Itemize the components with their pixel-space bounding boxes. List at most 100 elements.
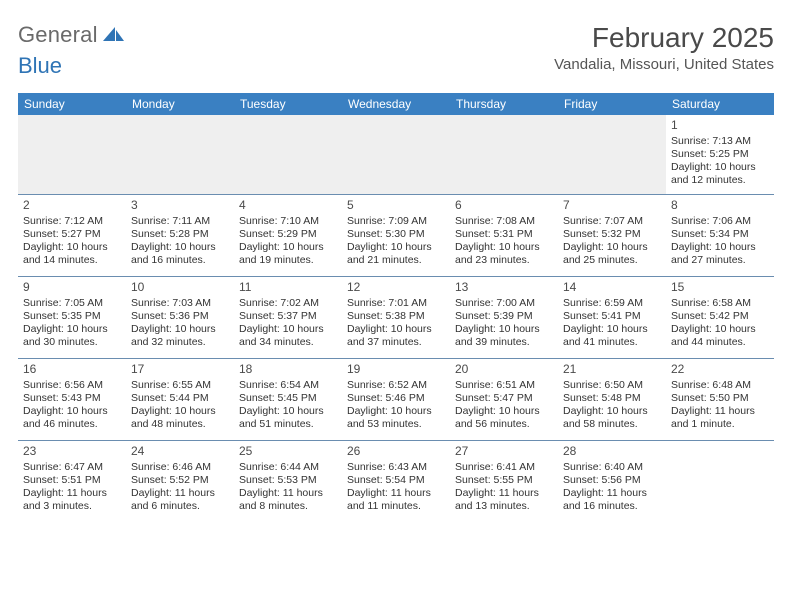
daylight-line: Daylight: 10 hours and 32 minutes. bbox=[131, 323, 229, 349]
daylight-line: Daylight: 10 hours and 37 minutes. bbox=[347, 323, 445, 349]
sunset-line: Sunset: 5:31 PM bbox=[455, 228, 553, 241]
calendar-row: 9Sunrise: 7:05 AMSunset: 5:35 PMDaylight… bbox=[18, 276, 774, 358]
sunrise-line: Sunrise: 7:01 AM bbox=[347, 297, 445, 310]
calendar-cell: 11 Sunrise: 7:02 AMSunset: 5:37 PMDayligh… bbox=[234, 276, 342, 358]
sunrise-line: Sunrise: 6:55 AM bbox=[131, 379, 229, 392]
day-number: 7 bbox=[563, 198, 661, 213]
day-number: 23 bbox=[23, 444, 121, 459]
day-number: 3 bbox=[131, 198, 229, 213]
calendar-cell: 21Sunrise: 6:50 AMSunset: 5:48 PMDayligh… bbox=[558, 358, 666, 440]
day-number: 6 bbox=[455, 198, 553, 213]
sunset-line: Sunset: 5:41 PM bbox=[563, 310, 661, 323]
sunset-line: Sunset: 5:29 PM bbox=[239, 228, 337, 241]
day-number: 26 bbox=[347, 444, 445, 459]
calendar-row: 2Sunrise: 7:12 AMSunset: 5:27 PMDaylight… bbox=[18, 194, 774, 276]
daylight-line: Daylight: 10 hours and 41 minutes. bbox=[563, 323, 661, 349]
sunrise-line: Sunrise: 6:50 AM bbox=[563, 379, 661, 392]
calendar-cell: 20Sunrise: 6:51 AMSunset: 5:47 PMDayligh… bbox=[450, 358, 558, 440]
day-number: 11 bbox=[239, 280, 337, 295]
day-header: Sunday bbox=[18, 93, 126, 115]
daylight-line: Daylight: 10 hours and 44 minutes. bbox=[671, 323, 769, 349]
calendar-cell: 27Sunrise: 6:41 AMSunset: 5:55 PMDayligh… bbox=[450, 440, 558, 522]
calendar-cell: 26Sunrise: 6:43 AMSunset: 5:54 PMDayligh… bbox=[342, 440, 450, 522]
day-number: 18 bbox=[239, 362, 337, 377]
daylight-line: Daylight: 10 hours and 21 minutes. bbox=[347, 241, 445, 267]
sunrise-line: Sunrise: 6:44 AM bbox=[239, 461, 337, 474]
calendar-cell: 24Sunrise: 6:46 AMSunset: 5:52 PMDayligh… bbox=[126, 440, 234, 522]
calendar-cell: 18Sunrise: 6:54 AMSunset: 5:45 PMDayligh… bbox=[234, 358, 342, 440]
daylight-line: Daylight: 10 hours and 34 minutes. bbox=[239, 323, 337, 349]
sunrise-line: Sunrise: 6:56 AM bbox=[23, 379, 121, 392]
sunrise-line: Sunrise: 7:02 AM bbox=[239, 297, 337, 310]
month-title: February 2025 bbox=[554, 22, 774, 54]
sunset-line: Sunset: 5:43 PM bbox=[23, 392, 121, 405]
sunrise-line: Sunrise: 7:05 AM bbox=[23, 297, 121, 310]
calendar-cell: 13Sunrise: 7:00 AMSunset: 5:39 PMDayligh… bbox=[450, 276, 558, 358]
sunrise-line: Sunrise: 7:10 AM bbox=[239, 215, 337, 228]
sunrise-line: Sunrise: 7:07 AM bbox=[563, 215, 661, 228]
day-number: 16 bbox=[23, 362, 121, 377]
calendar-row: 23Sunrise: 6:47 AMSunset: 5:51 PMDayligh… bbox=[18, 440, 774, 522]
day-header: Monday bbox=[126, 93, 234, 115]
daylight-line: Daylight: 10 hours and 19 minutes. bbox=[239, 241, 337, 267]
calendar-cell: 9Sunrise: 7:05 AMSunset: 5:35 PMDaylight… bbox=[18, 276, 126, 358]
calendar-cell: 2Sunrise: 7:12 AMSunset: 5:27 PMDaylight… bbox=[18, 194, 126, 276]
daylight-line: Daylight: 11 hours and 6 minutes. bbox=[131, 487, 229, 513]
daylight-line: Daylight: 10 hours and 39 minutes. bbox=[455, 323, 553, 349]
day-number: 20 bbox=[455, 362, 553, 377]
daylight-line: Daylight: 10 hours and 23 minutes. bbox=[455, 241, 553, 267]
calendar-cell: 12Sunrise: 7:01 AMSunset: 5:38 PMDayligh… bbox=[342, 276, 450, 358]
daylight-line: Daylight: 10 hours and 30 minutes. bbox=[23, 323, 121, 349]
sunrise-line: Sunrise: 6:46 AM bbox=[131, 461, 229, 474]
daylight-line: Daylight: 11 hours and 3 minutes. bbox=[23, 487, 121, 513]
calendar-cell: 22Sunrise: 6:48 AMSunset: 5:50 PMDayligh… bbox=[666, 358, 774, 440]
day-number: 19 bbox=[347, 362, 445, 377]
day-number: 8 bbox=[671, 198, 769, 213]
brand-word-2: Blue bbox=[18, 53, 62, 78]
calendar-cell: 14Sunrise: 6:59 AMSunset: 5:41 PMDayligh… bbox=[558, 276, 666, 358]
daylight-line: Daylight: 10 hours and 51 minutes. bbox=[239, 405, 337, 431]
sunrise-line: Sunrise: 7:09 AM bbox=[347, 215, 445, 228]
sunset-line: Sunset: 5:37 PM bbox=[239, 310, 337, 323]
sunrise-line: Sunrise: 6:48 AM bbox=[671, 379, 769, 392]
day-number: 5 bbox=[347, 198, 445, 213]
sunrise-line: Sunrise: 7:00 AM bbox=[455, 297, 553, 310]
sunset-line: Sunset: 5:56 PM bbox=[563, 474, 661, 487]
calendar-cell: 17Sunrise: 6:55 AMSunset: 5:44 PMDayligh… bbox=[126, 358, 234, 440]
day-number: 15 bbox=[671, 280, 769, 295]
sunset-line: Sunset: 5:27 PM bbox=[23, 228, 121, 241]
sunrise-line: Sunrise: 6:52 AM bbox=[347, 379, 445, 392]
sunset-line: Sunset: 5:38 PM bbox=[347, 310, 445, 323]
sunrise-line: Sunrise: 6:47 AM bbox=[23, 461, 121, 474]
calendar-head: SundayMondayTuesdayWednesdayThursdayFrid… bbox=[18, 93, 774, 115]
daylight-line: Daylight: 10 hours and 53 minutes. bbox=[347, 405, 445, 431]
calendar-cell: 5Sunrise: 7:09 AMSunset: 5:30 PMDaylight… bbox=[342, 194, 450, 276]
sunrise-line: Sunrise: 7:08 AM bbox=[455, 215, 553, 228]
sunrise-line: Sunrise: 6:58 AM bbox=[671, 297, 769, 310]
calendar-cell-empty bbox=[126, 115, 234, 194]
sunset-line: Sunset: 5:44 PM bbox=[131, 392, 229, 405]
calendar-cell-empty bbox=[18, 115, 126, 194]
day-number: 9 bbox=[23, 280, 121, 295]
calendar-cell: 1Sunrise: 7:13 AMSunset: 5:25 PMDaylight… bbox=[666, 115, 774, 194]
sunset-line: Sunset: 5:39 PM bbox=[455, 310, 553, 323]
daylight-line: Daylight: 10 hours and 25 minutes. bbox=[563, 241, 661, 267]
daylight-line: Daylight: 10 hours and 48 minutes. bbox=[131, 405, 229, 431]
calendar-cell: 10Sunrise: 7:03 AMSunset: 5:36 PMDayligh… bbox=[126, 276, 234, 358]
sunrise-line: Sunrise: 6:43 AM bbox=[347, 461, 445, 474]
calendar-cell-empty bbox=[666, 440, 774, 522]
calendar-table: SundayMondayTuesdayWednesdayThursdayFrid… bbox=[18, 93, 774, 522]
sunrise-line: Sunrise: 6:40 AM bbox=[563, 461, 661, 474]
calendar-cell: 28Sunrise: 6:40 AMSunset: 5:56 PMDayligh… bbox=[558, 440, 666, 522]
brand-word-1: General bbox=[18, 22, 98, 48]
calendar-cell: 19 Sunrise: 6:52 AMSunset: 5:46 PMDayligh… bbox=[342, 358, 450, 440]
day-header: Thursday bbox=[450, 93, 558, 115]
calendar-cell: 7Sunrise: 7:07 AMSunset: 5:32 PMDaylight… bbox=[558, 194, 666, 276]
sunset-line: Sunset: 5:46 PM bbox=[347, 392, 445, 405]
day-number: 1 bbox=[671, 118, 769, 133]
sunset-line: Sunset: 5:34 PM bbox=[671, 228, 769, 241]
calendar-body: 1Sunrise: 7:13 AMSunset: 5:25 PMDaylight… bbox=[18, 115, 774, 522]
sunset-line: Sunset: 5:42 PM bbox=[671, 310, 769, 323]
day-number: 14 bbox=[563, 280, 661, 295]
daylight-line: Daylight: 11 hours and 13 minutes. bbox=[455, 487, 553, 513]
